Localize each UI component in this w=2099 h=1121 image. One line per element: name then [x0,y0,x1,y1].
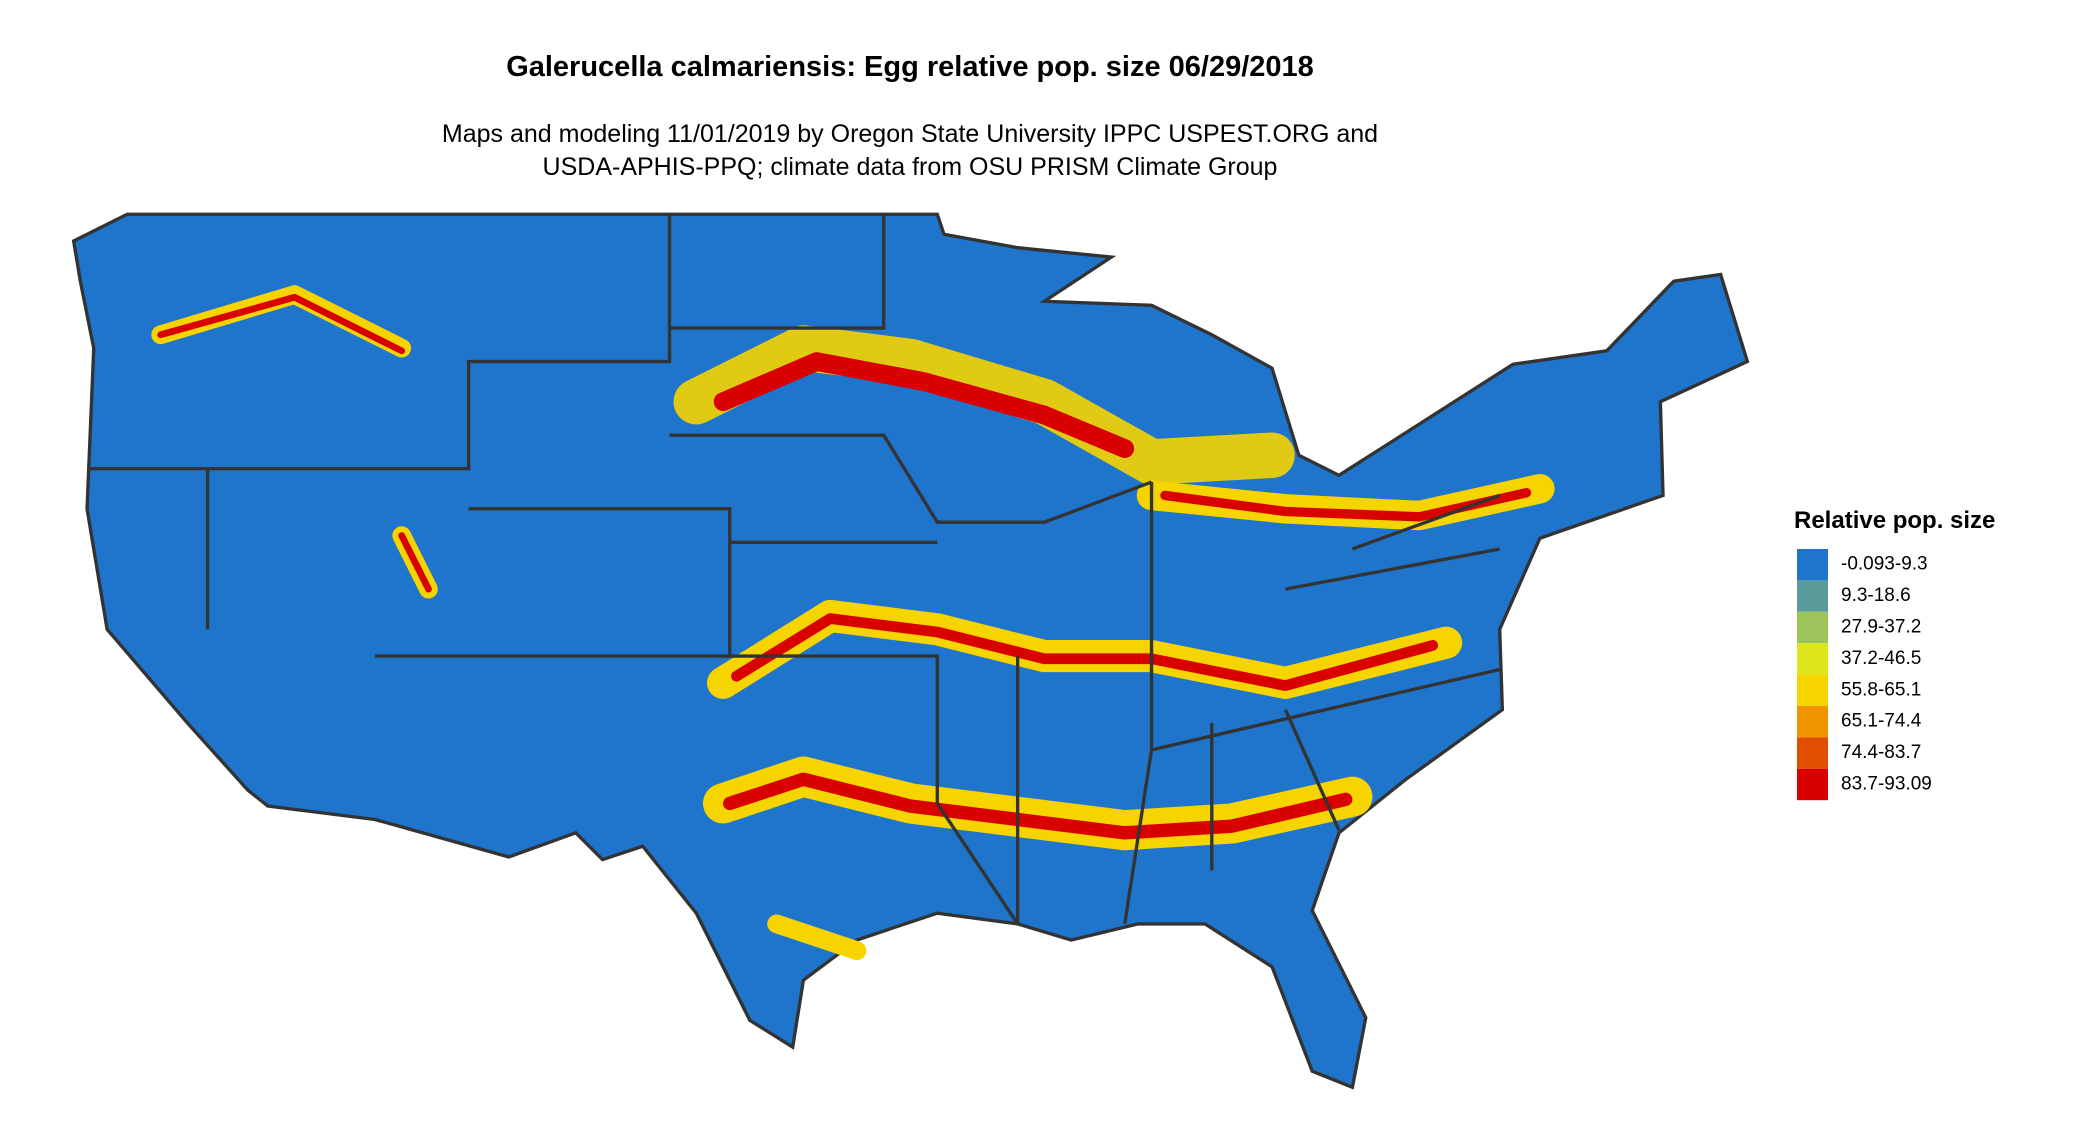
legend-swatch [1797,549,1828,581]
legend-label: -0.093-9.3 [1841,554,1928,575]
legend-swatch [1797,611,1828,644]
legend-label: 27.9-37.2 [1841,617,1921,638]
us-outline [71,212,1750,1090]
legend-label: 74.4-83.7 [1841,742,1921,763]
band-outer [673,325,1295,485]
legend-swatch [1797,768,1828,801]
state-border [87,214,1501,925]
subtitle-line: USDA-APHIS-PPQ; climate data from OSU PR… [543,153,1278,181]
state-borders [87,214,1501,925]
legend-label: 65.1-74.4 [1841,711,1922,732]
legend-title: Relative pop. size [1794,507,1995,534]
legend-swatch [1797,643,1828,675]
legend-swatch [1797,706,1828,738]
band-inner [157,293,432,593]
map-title: Galerucella calmariensis: Egg relative p… [506,51,1314,83]
legend-swatch [1797,737,1828,769]
legend-label: 55.8-65.1 [1841,679,1921,700]
legend-label: 9.3-18.6 [1841,585,1911,606]
legend-label: 83.7-93.09 [1841,774,1932,795]
band-inner [713,352,1135,458]
subtitle-line: Maps and modeling 11/01/2019 by Oregon S… [442,120,1378,148]
legend-swatch [1797,674,1828,706]
legend-swatch [1797,580,1828,612]
legend-label: 37.2-46.5 [1841,648,1921,669]
band-inner [731,613,1439,691]
map [71,212,1750,1090]
